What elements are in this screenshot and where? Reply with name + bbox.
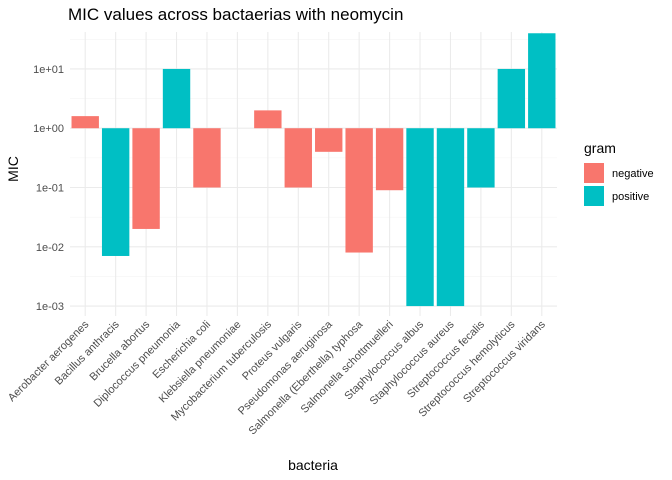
bar-bacillus-anthracis xyxy=(101,128,130,256)
bar-diplococcus-pneumonia xyxy=(162,68,191,129)
bars xyxy=(71,33,556,307)
y-tick-label: 1e-01 xyxy=(36,183,64,195)
y-tick-label: 1e+01 xyxy=(33,64,64,76)
bar-streptococcus-hemolyticus xyxy=(497,68,526,129)
bar-pseudomonas-aeruginosa xyxy=(315,128,343,152)
y-tick-label: 1e-03 xyxy=(36,301,64,313)
bar-brucella-abortus xyxy=(132,128,160,229)
bar-proteus-vulgaris xyxy=(284,128,312,188)
bar-mycobacterium-tuberculosis xyxy=(254,110,282,129)
legend-swatch-positive xyxy=(584,186,604,206)
legend-label-negative: negative xyxy=(612,168,654,180)
bar-streptococcus-fecalis xyxy=(467,128,495,188)
bar-aerobacter-aerogenes xyxy=(71,116,99,129)
x-axis-title: bacteria xyxy=(288,457,338,473)
legend: gram negative positive xyxy=(584,140,654,206)
y-axis-title: MIC xyxy=(5,156,21,182)
bar-staphylococcus-albus xyxy=(406,128,434,307)
legend-label-positive: positive xyxy=(612,191,649,203)
y-axis-ticks: 1e-03 1e-02 1e-01 1e+00 1e+01 xyxy=(33,64,64,313)
bar-salmonella-schottmuelleri xyxy=(375,128,404,191)
bar-escherichia-coli xyxy=(193,128,221,188)
y-tick-label: 1e-02 xyxy=(36,242,64,254)
bar-salmonella-eberthella-typhosa xyxy=(345,128,373,253)
bar-staphylococcus-aureus xyxy=(436,128,465,307)
bar-streptococcus-viridans xyxy=(528,33,556,129)
y-tick-label: 1e+00 xyxy=(33,123,64,135)
chart-title: MIC values across bactaerias with neomyc… xyxy=(68,5,403,24)
legend-swatch-negative xyxy=(584,163,604,183)
legend-title: gram xyxy=(584,140,616,156)
